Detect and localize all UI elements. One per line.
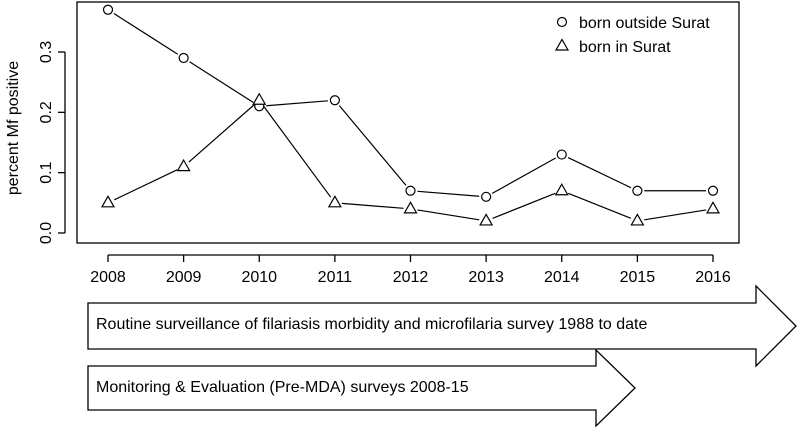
series-1-point bbox=[556, 149, 567, 160]
series-2-point bbox=[100, 195, 116, 208]
series-1-point bbox=[405, 185, 416, 196]
series-2-point bbox=[554, 183, 569, 196]
series-1-segment bbox=[417, 190, 480, 197]
series-2-segment bbox=[188, 104, 255, 163]
series-2-segment bbox=[492, 192, 556, 219]
y-tick-label: 0.1 bbox=[38, 161, 55, 183]
series-2-point bbox=[705, 201, 721, 214]
monitoring-evaluation-arrow bbox=[87, 348, 636, 428]
series-2-segment bbox=[114, 169, 178, 201]
y-tick-label: 0.2 bbox=[38, 101, 55, 123]
series-lines bbox=[113, 13, 707, 221]
series-points bbox=[100, 4, 721, 226]
legend-label-series-2: born in Surat bbox=[579, 39, 671, 56]
monitoring-evaluation-label: Monitoring & Evaluation (Pre-MDA) survey… bbox=[96, 379, 469, 396]
series-2-point bbox=[479, 213, 494, 226]
legend: born outside Surat born in Surat bbox=[554, 15, 710, 56]
series-1-segment bbox=[491, 157, 556, 194]
x-tick-label: 2009 bbox=[166, 269, 202, 286]
plot-frame bbox=[76, 1, 740, 244]
series-2-point bbox=[630, 213, 645, 226]
series-1-segment bbox=[113, 13, 179, 55]
series-2-point bbox=[327, 195, 342, 208]
series-1-segment bbox=[189, 61, 254, 104]
series-2-point bbox=[403, 201, 418, 214]
legend-label-series-1: born outside Surat bbox=[579, 15, 710, 32]
series-1-point bbox=[481, 191, 492, 202]
y-tick-label: 0.3 bbox=[38, 41, 55, 63]
legend-triangle-marker bbox=[554, 38, 570, 51]
x-axis-ticks: 2008 2009 2010 2011 2012 2013 2014 2015 2016 bbox=[90, 255, 731, 286]
series-2-segment bbox=[262, 105, 332, 198]
series-2-segment bbox=[644, 209, 707, 221]
series-2-segment bbox=[417, 209, 480, 221]
routine-surveillance-label: Routine surveillance of filariasis morbi… bbox=[96, 316, 648, 333]
x-tick-label: 2016 bbox=[695, 269, 731, 286]
series-2-point bbox=[252, 92, 267, 105]
series-1-point bbox=[707, 185, 719, 196]
x-tick-label: 2014 bbox=[544, 269, 580, 286]
routine-surveillance-arrow bbox=[87, 284, 797, 368]
y-axis-ticks: 0.0 0.1 0.2 0.3 bbox=[38, 41, 65, 244]
x-tick-label: 2010 bbox=[241, 269, 277, 286]
series-1-point bbox=[632, 185, 643, 196]
series-1-point bbox=[178, 52, 189, 64]
series-1-point bbox=[329, 95, 340, 106]
x-tick-label: 2008 bbox=[90, 269, 126, 286]
x-tick-label: 2013 bbox=[468, 269, 504, 286]
series-1-point bbox=[102, 4, 114, 15]
x-tick-label: 2011 bbox=[318, 269, 353, 286]
series-2-segment bbox=[341, 202, 404, 209]
y-axis-label: percent Mf positive bbox=[5, 61, 22, 195]
legend-circle-marker bbox=[556, 16, 568, 28]
series-2-segment bbox=[568, 192, 632, 219]
series-2-point bbox=[176, 158, 191, 172]
x-tick-label: 2012 bbox=[393, 269, 429, 286]
series-1-segment bbox=[266, 100, 328, 107]
series-1-segment bbox=[567, 157, 632, 189]
x-tick-label: 2015 bbox=[620, 269, 656, 286]
series-1-segment bbox=[338, 105, 407, 186]
y-tick-label: 0.0 bbox=[38, 222, 55, 244]
